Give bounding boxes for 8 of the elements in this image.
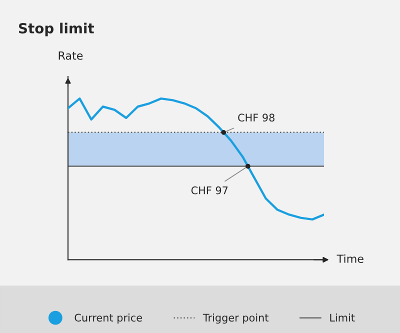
chart-title: Stop limit — [18, 22, 94, 36]
legend-label: Trigger point — [202, 314, 268, 324]
x-axis-title: Time — [336, 254, 364, 263]
y-axis-title: Rate — [58, 52, 83, 60]
legend-label: Limit — [330, 314, 355, 322]
annotation: CHF 98 — [238, 114, 274, 122]
annotation: CHF 97 — [191, 186, 228, 194]
legend-label: Current price — [74, 314, 142, 324]
